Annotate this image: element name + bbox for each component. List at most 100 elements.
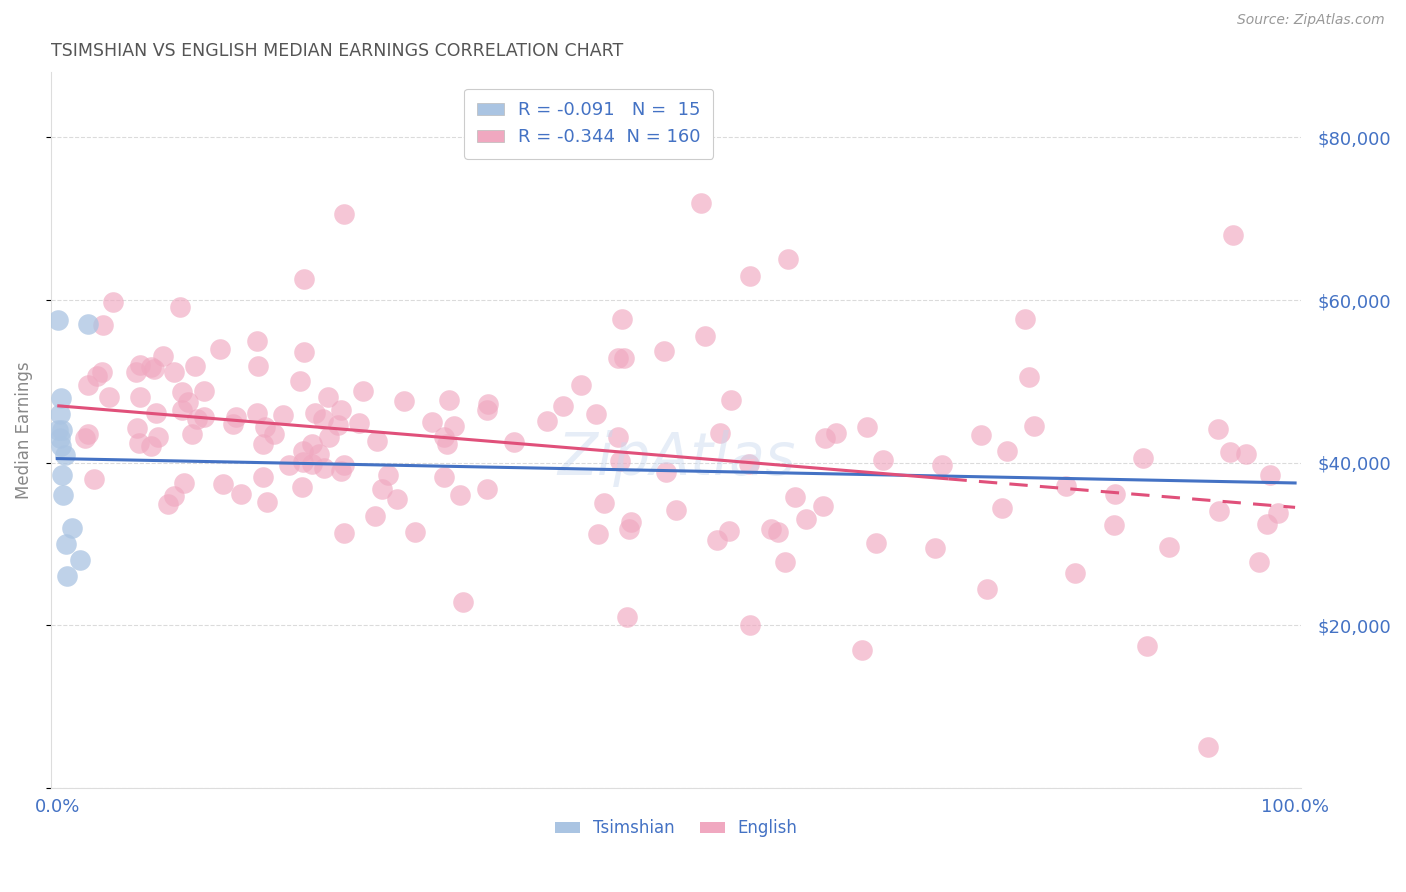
Point: [613, 351, 636, 366]
Point: [145, 406, 167, 420]
Point: [125, 421, 148, 435]
Point: [332, 207, 354, 221]
Point: [83, 472, 105, 486]
Point: [851, 642, 873, 657]
Point: [855, 420, 877, 434]
Point: [616, 610, 638, 624]
Point: [740, 268, 762, 283]
Point: [60, 521, 83, 535]
Point: [312, 460, 335, 475]
Point: [318, 430, 340, 444]
Point: [420, 415, 443, 429]
Point: [1260, 468, 1282, 483]
Point: [316, 390, 339, 404]
Point: [536, 414, 558, 428]
Point: [794, 511, 817, 525]
Point: [825, 425, 848, 440]
Point: [759, 523, 782, 537]
Point: [301, 437, 323, 451]
Point: [329, 403, 352, 417]
Point: [404, 524, 426, 539]
Point: [449, 488, 471, 502]
Point: [970, 427, 993, 442]
Point: [333, 526, 356, 541]
Point: [377, 468, 399, 483]
Point: [263, 426, 285, 441]
Point: [292, 344, 315, 359]
Point: [48, 313, 70, 327]
Point: [246, 406, 269, 420]
Point: [139, 439, 162, 453]
Point: [352, 384, 374, 398]
Point: [443, 419, 465, 434]
Point: [814, 431, 837, 445]
Point: [229, 487, 252, 501]
Point: [53, 448, 76, 462]
Point: [1208, 504, 1230, 518]
Point: [717, 524, 740, 539]
Point: [157, 497, 180, 511]
Point: [91, 318, 114, 332]
Point: [1219, 445, 1241, 459]
Point: [330, 464, 353, 478]
Point: [606, 430, 628, 444]
Point: [52, 488, 75, 502]
Point: [773, 555, 796, 569]
Legend: Tsimshian, English: Tsimshian, English: [548, 813, 804, 844]
Point: [146, 430, 169, 444]
Point: [86, 368, 108, 383]
Point: [278, 458, 301, 472]
Point: [91, 365, 114, 379]
Point: [569, 377, 592, 392]
Point: [326, 418, 349, 433]
Point: [222, 417, 245, 431]
Point: [655, 465, 678, 479]
Point: [143, 361, 166, 376]
Point: [453, 595, 475, 609]
Point: [292, 444, 315, 458]
Point: [48, 407, 70, 421]
Point: [290, 374, 312, 388]
Point: [163, 365, 186, 379]
Point: [73, 432, 96, 446]
Point: [308, 447, 330, 461]
Point: [301, 457, 323, 471]
Point: [51, 467, 73, 482]
Point: [1206, 421, 1229, 435]
Text: ZipAtlas: ZipAtlas: [557, 430, 796, 487]
Point: [586, 526, 609, 541]
Point: [56, 569, 79, 583]
Point: [766, 524, 789, 539]
Point: [311, 411, 333, 425]
Point: [48, 423, 70, 437]
Point: [180, 427, 202, 442]
Point: [254, 420, 277, 434]
Point: [172, 385, 194, 400]
Point: [991, 500, 1014, 515]
Point: [1247, 555, 1270, 569]
Point: [433, 430, 456, 444]
Point: [1256, 516, 1278, 531]
Point: [225, 410, 247, 425]
Point: [392, 394, 415, 409]
Point: [186, 412, 208, 426]
Point: [55, 537, 77, 551]
Point: [193, 384, 215, 399]
Point: [246, 334, 269, 348]
Point: [565, 98, 588, 112]
Point: [290, 480, 312, 494]
Point: [620, 515, 643, 529]
Text: TSIMSHIAN VS ENGLISH MEDIAN EARNINGS CORRELATION CHART: TSIMSHIAN VS ENGLISH MEDIAN EARNINGS COR…: [51, 42, 623, 60]
Point: [292, 272, 315, 286]
Point: [872, 453, 894, 467]
Point: [163, 489, 186, 503]
Point: [477, 397, 499, 411]
Point: [709, 425, 731, 440]
Point: [252, 436, 274, 450]
Point: [128, 436, 150, 450]
Point: [436, 437, 458, 451]
Point: [1102, 517, 1125, 532]
Point: [609, 454, 631, 468]
Point: [995, 443, 1018, 458]
Point: [1022, 419, 1045, 434]
